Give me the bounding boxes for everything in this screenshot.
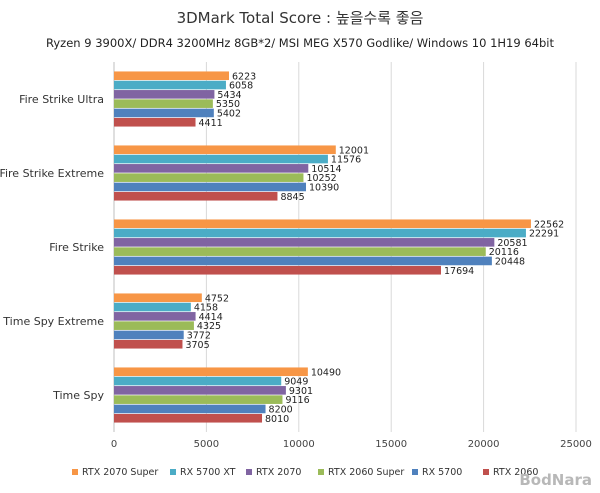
data-label: 4325: [197, 321, 221, 332]
bar: [114, 80, 226, 90]
data-label: 10252: [306, 173, 336, 184]
data-label: 12001: [339, 145, 369, 156]
bar: [114, 367, 308, 377]
category-label: Time Spy Extreme: [2, 315, 104, 328]
bar: [114, 321, 194, 330]
x-tick-label: 20000: [468, 439, 500, 450]
legend-item: RTX 2060: [483, 467, 538, 478]
legend-label: RTX 2070 Super: [82, 467, 158, 478]
data-label: 17694: [444, 266, 474, 277]
category-label: Fire Strike Extreme: [0, 167, 104, 180]
legend-item: RX 5700 XT: [170, 467, 236, 478]
data-label: 10514: [311, 164, 341, 175]
category-label: Time Spy: [52, 389, 104, 402]
data-label: 9116: [285, 395, 309, 406]
data-label: 9301: [289, 386, 313, 397]
data-label: 5402: [217, 108, 241, 119]
bar: [114, 404, 266, 414]
bar: [114, 293, 202, 303]
watermark-text: BodNara: [519, 471, 592, 489]
bar: [114, 312, 196, 321]
data-labels: 6223605854345350540244111200111576105141…: [185, 71, 564, 425]
data-label: 6058: [229, 81, 253, 92]
legend-item: RTX 2070: [246, 467, 301, 478]
data-label: 20581: [497, 238, 527, 249]
legend-swatch: [412, 469, 418, 475]
data-label: 20448: [495, 256, 525, 267]
legend: RTX 2070 Super RX 5700 XT RTX 2070 RTX 2060…: [72, 467, 538, 478]
data-label: 20116: [489, 247, 519, 258]
bar: [114, 108, 214, 118]
bar: [114, 145, 336, 155]
category-labels: Fire Strike Ultra Fire Strike Extreme Fire…: [0, 93, 104, 402]
data-label: 9049: [284, 377, 308, 388]
data-label: 4752: [205, 293, 229, 304]
x-tick-label: 10000: [283, 439, 315, 450]
legend-swatch: [170, 469, 176, 475]
data-label: 10390: [309, 182, 339, 193]
legend-swatch: [318, 469, 324, 475]
bar: [114, 238, 495, 247]
bar: [114, 117, 196, 127]
bar: [114, 182, 307, 192]
data-label: 11576: [331, 155, 361, 166]
data-label: 5350: [216, 99, 240, 110]
legend-label: RX 5700 XT: [180, 467, 236, 478]
bar: [114, 228, 526, 238]
data-label: 4158: [194, 303, 218, 314]
bar: [114, 330, 184, 340]
data-label: 4414: [199, 312, 223, 323]
bar: [114, 173, 304, 182]
plot-area: [114, 71, 531, 423]
data-label: 8200: [269, 404, 293, 415]
data-label: 8845: [280, 192, 304, 203]
legend-swatch: [246, 469, 252, 475]
bar: [114, 219, 531, 229]
legend-label: RTX 2060: [493, 467, 538, 478]
bar: [114, 71, 230, 81]
data-label: 22562: [534, 219, 564, 230]
data-label: 22291: [529, 229, 559, 240]
data-label: 5434: [217, 90, 241, 101]
legend-label: RX 5700: [422, 467, 462, 478]
data-label: 3772: [187, 330, 211, 341]
chart-title: 3DMark Total Score : 높을수록 좋음: [177, 9, 424, 27]
bar: [114, 339, 183, 349]
legend-swatch: [483, 469, 489, 475]
legend-label: RTX 2070: [256, 467, 301, 478]
bar: [114, 265, 441, 275]
bar: [114, 164, 309, 173]
data-label: 3705: [185, 340, 209, 351]
bar: [114, 154, 328, 164]
legend-item: RTX 2070 Super: [72, 467, 158, 478]
x-tick-label: 25000: [560, 439, 592, 450]
bar: [114, 99, 213, 108]
bar: [114, 191, 278, 201]
bar: [114, 256, 492, 266]
x-tick-label: 0: [111, 439, 117, 450]
chart-subtitle: Ryzen 9 3900X/ DDR4 3200MHz 8GB*2/ MSI M…: [46, 36, 554, 50]
data-label: 10490: [311, 367, 341, 378]
bar: [114, 376, 282, 386]
x-tick-label: 5000: [194, 439, 219, 450]
x-tick-label: 15000: [375, 439, 407, 450]
data-label: 4411: [199, 118, 223, 129]
legend-label: RTX 2060 Super: [328, 467, 404, 478]
bar: [114, 247, 486, 256]
x-axis: 0 5000 10000 15000 20000 25000: [111, 439, 592, 450]
bar: [114, 90, 215, 99]
bar: [114, 413, 263, 423]
data-label: 6223: [232, 71, 256, 82]
bar: [114, 395, 283, 404]
legend-item: RX 5700: [412, 467, 462, 478]
bar: [114, 302, 191, 312]
category-label: Fire Strike Ultra: [19, 93, 104, 106]
bar: [114, 386, 286, 395]
data-label: 8010: [265, 414, 289, 425]
legend-swatch: [72, 469, 78, 475]
legend-item: RTX 2060 Super: [318, 467, 404, 478]
category-label: Fire Strike: [49, 241, 104, 254]
